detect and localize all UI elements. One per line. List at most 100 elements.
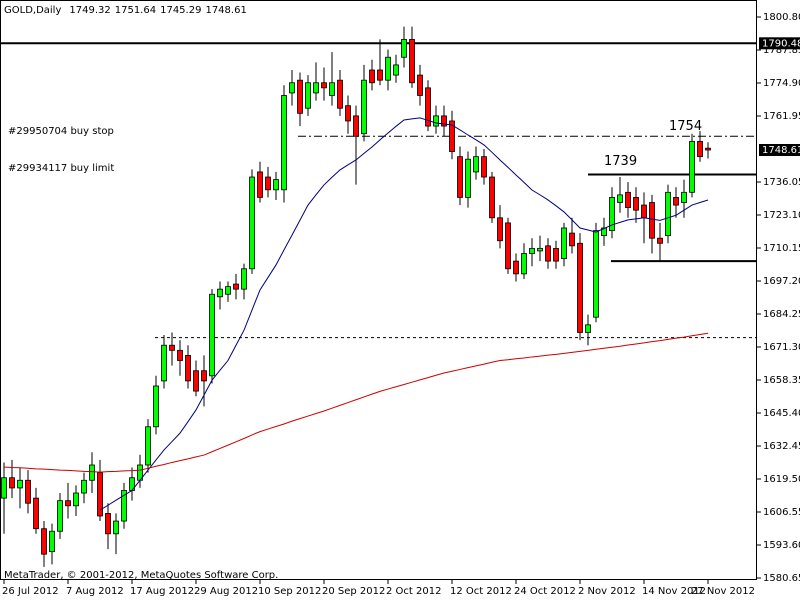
x-tick-label: 14 Nov 2012 bbox=[642, 586, 706, 597]
candle-body bbox=[233, 283, 239, 290]
candle-body bbox=[585, 324, 591, 333]
candle-body bbox=[697, 140, 703, 158]
y-tick-label: 1787.85 bbox=[763, 45, 800, 56]
candle-body bbox=[177, 349, 183, 361]
candle-body bbox=[489, 176, 495, 219]
y-tick-label: 1593.60 bbox=[763, 540, 800, 551]
y-tick-label: 1645.40 bbox=[763, 408, 800, 419]
x-tick-label: 12 Oct 2012 bbox=[450, 586, 512, 597]
candle-body bbox=[1, 477, 7, 499]
y-tick-label: 1774.90 bbox=[763, 78, 800, 89]
x-tick-label: 27 Nov 2012 bbox=[691, 586, 755, 597]
y-tick-label: 1723.10 bbox=[763, 210, 800, 221]
ohlc-low: 1745.29 bbox=[160, 5, 201, 16]
candle-body bbox=[593, 230, 599, 318]
candle-body bbox=[705, 147, 711, 151]
candle-body bbox=[113, 520, 119, 535]
candle-body bbox=[81, 479, 87, 494]
candle-body bbox=[425, 87, 431, 127]
candle-body bbox=[289, 82, 295, 94]
candle-body bbox=[505, 222, 511, 270]
x-tick-label: 2 Oct 2012 bbox=[386, 586, 441, 597]
moving-average bbox=[99, 117, 709, 511]
candle-body bbox=[545, 245, 551, 262]
candle-body bbox=[257, 171, 263, 198]
y-tick-label: 1697.20 bbox=[763, 276, 800, 287]
candle-body bbox=[553, 247, 559, 262]
candle-body bbox=[457, 156, 463, 198]
x-tick-label: 20 Sep 2012 bbox=[322, 586, 385, 597]
candle-body bbox=[657, 237, 663, 244]
candle-body bbox=[401, 39, 407, 58]
candle-body bbox=[121, 490, 127, 522]
candle-body bbox=[49, 530, 55, 553]
x-tick-label: 7 Aug 2012 bbox=[66, 586, 124, 597]
candle-body bbox=[345, 105, 351, 122]
candle-body bbox=[521, 253, 527, 275]
x-tick-label: 29 Aug 2012 bbox=[194, 586, 258, 597]
candle-body bbox=[481, 156, 487, 178]
candle-body bbox=[169, 344, 175, 351]
candle-body bbox=[241, 268, 247, 290]
y-tick-label: 1761.95 bbox=[763, 111, 800, 122]
candle-body bbox=[369, 69, 375, 84]
candle-body bbox=[9, 477, 15, 489]
candle-body bbox=[385, 56, 391, 81]
y-tick-label: 1800.80 bbox=[763, 12, 800, 23]
order-price-label: 1754 bbox=[669, 119, 702, 134]
level-label: 1739 bbox=[604, 154, 637, 169]
candle-body bbox=[209, 293, 215, 377]
candle-body bbox=[569, 232, 575, 247]
candle-body bbox=[193, 370, 199, 392]
last-price-label: 1748.61 bbox=[762, 145, 800, 156]
candle-body bbox=[161, 344, 167, 382]
candle-body bbox=[17, 479, 23, 489]
candle-body bbox=[97, 472, 103, 517]
y-tick-label: 1736.05 bbox=[763, 177, 800, 188]
price-box bbox=[759, 37, 800, 50]
y-tick-label: 1632.45 bbox=[763, 441, 800, 452]
order-label: #29950704 buy stop bbox=[8, 126, 114, 137]
ohlc-high: 1751.64 bbox=[115, 5, 156, 16]
x-tick-label: 17 Aug 2012 bbox=[130, 586, 194, 597]
y-tick-label: 1658.35 bbox=[763, 375, 800, 386]
order-label: #29934117 buy limit bbox=[8, 163, 114, 174]
candle-body bbox=[65, 500, 71, 507]
x-tick-label: 10 Sep 2012 bbox=[258, 586, 321, 597]
candle-body bbox=[41, 528, 47, 555]
candle-body bbox=[409, 39, 415, 84]
x-tick-label: 24 Oct 2012 bbox=[514, 586, 576, 597]
candle-body bbox=[377, 69, 383, 81]
ohlc-open: 1749.32 bbox=[69, 5, 110, 16]
candle-body bbox=[225, 286, 231, 295]
moving-average bbox=[3, 332, 709, 473]
candle-body bbox=[105, 513, 111, 535]
candle-body bbox=[577, 242, 583, 333]
candle-body bbox=[393, 64, 399, 76]
candle-body bbox=[337, 79, 343, 109]
candle-body bbox=[353, 115, 359, 137]
candle-body bbox=[617, 194, 623, 203]
candle-body bbox=[33, 497, 39, 530]
candle-body bbox=[25, 479, 31, 504]
candle-body bbox=[249, 176, 255, 270]
candle-body bbox=[681, 191, 687, 203]
candle-body bbox=[145, 426, 151, 466]
candle-body bbox=[73, 492, 79, 507]
candle-body bbox=[609, 197, 615, 231]
y-tick-label: 1580.65 bbox=[763, 573, 800, 584]
candle-body bbox=[265, 176, 271, 191]
y-tick-label: 1684.25 bbox=[763, 309, 800, 320]
candle-body bbox=[417, 74, 423, 96]
candle-body bbox=[321, 82, 327, 89]
plot-frame bbox=[0, 0, 757, 580]
candle-body bbox=[529, 247, 535, 254]
y-tick-label: 1619.50 bbox=[763, 474, 800, 485]
candle-body bbox=[449, 120, 455, 152]
candle-body bbox=[513, 260, 519, 275]
y-tick-label: 1671.30 bbox=[763, 342, 800, 353]
chart-header: GOLD,Daily 1749.32 1751.64 1745.29 1748.61 bbox=[4, 5, 247, 16]
candle-body bbox=[281, 95, 287, 191]
candle-body bbox=[665, 191, 671, 237]
candle-body bbox=[297, 79, 303, 114]
